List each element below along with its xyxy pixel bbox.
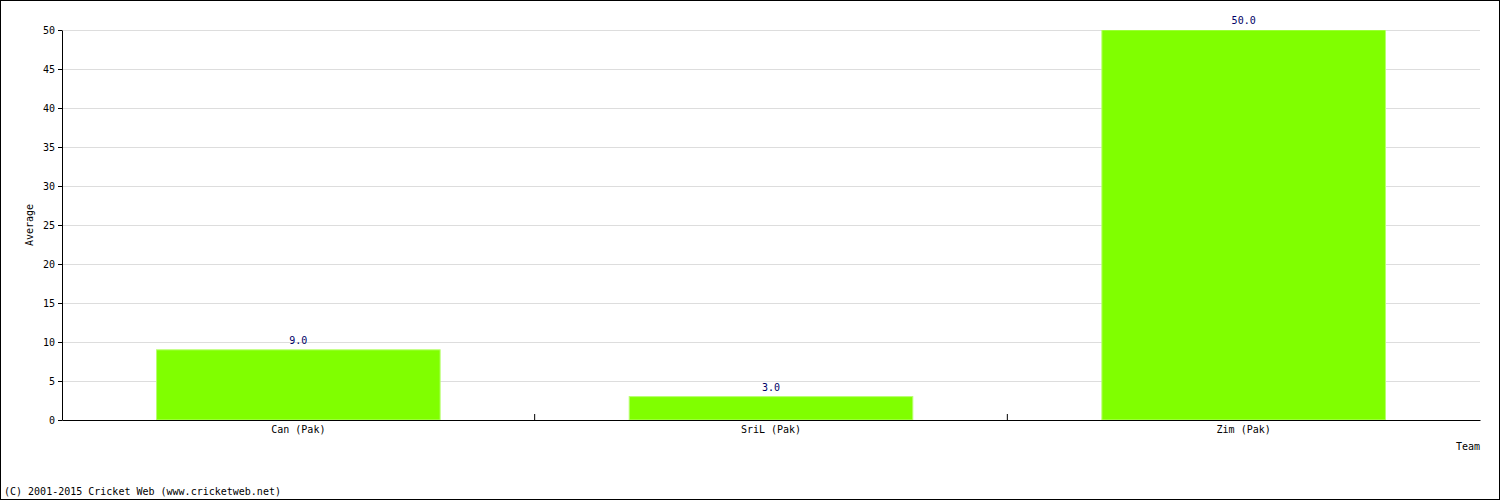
y-tick-mark xyxy=(58,108,62,109)
x-tick: Can (Pak) xyxy=(271,420,325,435)
y-tick: 30 xyxy=(43,181,62,192)
x-tick: SriL (Pak) xyxy=(741,420,801,435)
category-separator xyxy=(1007,414,1008,420)
y-tick: 20 xyxy=(43,259,62,270)
y-tick-label: 15 xyxy=(43,298,55,309)
data-label: 3.0 xyxy=(762,382,780,393)
x-axis-line xyxy=(63,420,1481,421)
footer: (C) 2001-2015 Cricket Web (www.cricketwe… xyxy=(4,486,281,497)
bars xyxy=(157,30,1386,420)
bar xyxy=(1102,30,1386,420)
chart: 0 5 10 15 20 25 30 35 40 45 50 Can (Pak) SriL (Pak) Z… xyxy=(0,0,1500,500)
grid xyxy=(62,31,1480,421)
x-axis: Can (Pak) SriL (Pak) Zim (Pak) xyxy=(63,414,1481,435)
y-tick-mark xyxy=(58,186,62,187)
y-tick-label: 35 xyxy=(43,142,55,153)
y-axis: 0 5 10 15 20 25 30 35 40 45 50 xyxy=(43,25,63,426)
y-tick: 0 xyxy=(49,415,62,426)
y-tick-label: 45 xyxy=(43,64,55,75)
frame xyxy=(1,1,1500,500)
y-tick-mark xyxy=(58,381,62,382)
y-tick-mark xyxy=(58,264,62,265)
y-tick: 10 xyxy=(43,337,62,348)
y-tick-mark xyxy=(58,147,62,148)
y-tick: 50 xyxy=(43,25,62,36)
data-label: 50.0 xyxy=(1232,15,1256,26)
plot: 0 5 10 15 20 25 30 35 40 45 50 Can (Pak) SriL (Pak) Z… xyxy=(43,15,1481,435)
x-axis-title: Team xyxy=(1456,441,1480,452)
y-tick-mark xyxy=(58,342,62,343)
y-axis-line xyxy=(62,31,63,421)
y-tick-label: 25 xyxy=(43,220,55,231)
y-tick: 15 xyxy=(43,298,62,309)
y-tick-label: 20 xyxy=(43,259,55,270)
y-tick: 40 xyxy=(43,103,62,114)
category-separator xyxy=(534,414,535,420)
y-tick: 35 xyxy=(43,142,62,153)
grid-line xyxy=(62,420,1480,421)
x-tick-label: SriL (Pak) xyxy=(741,424,801,435)
y-tick-label: 50 xyxy=(43,25,55,36)
y-tick: 5 xyxy=(49,376,62,387)
x-tick: Zim (Pak) xyxy=(1217,420,1271,435)
y-tick-label: 5 xyxy=(49,376,55,387)
y-tick-mark xyxy=(58,69,62,70)
y-tick-label: 0 xyxy=(49,415,55,426)
y-tick-mark xyxy=(58,30,62,31)
y-tick-label: 30 xyxy=(43,181,55,192)
y-tick: 25 xyxy=(43,220,62,231)
x-tick-label: Zim (Pak) xyxy=(1217,424,1271,435)
data-labels: 9.0 3.0 50.0 xyxy=(289,15,1255,393)
x-tick-label: Can (Pak) xyxy=(271,424,325,435)
y-tick-label: 40 xyxy=(43,103,55,114)
y-tick-label: 10 xyxy=(43,337,55,348)
y-tick: 45 xyxy=(43,64,62,75)
y-tick-mark xyxy=(58,420,62,421)
data-label: 9.0 xyxy=(289,335,307,346)
y-tick-mark xyxy=(58,303,62,304)
y-axis-title: Average xyxy=(24,204,35,246)
y-tick-mark xyxy=(58,225,62,226)
bar xyxy=(157,350,441,420)
bar xyxy=(629,397,913,420)
